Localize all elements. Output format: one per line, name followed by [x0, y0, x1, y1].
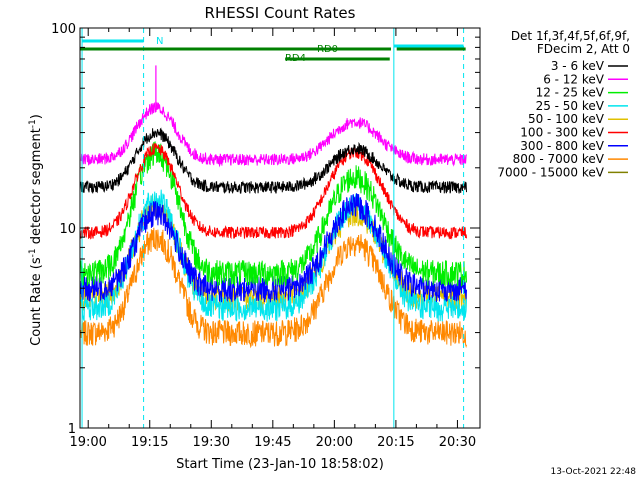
flag-label-3: RD4 [285, 53, 306, 64]
series-line-2 [80, 141, 467, 287]
x-tick-label-4: 20:00 [316, 435, 353, 450]
x-tick-label-5: 20:15 [377, 435, 414, 450]
legend-label-4: 50 - 100 keV [528, 112, 605, 126]
legend-label-7: 800 - 7000 keV [513, 152, 605, 166]
generation-timestamp: 13-Oct-2021 22:48 [551, 467, 637, 477]
axis-ticks: 19:00 19:15 19:30 19:45 20:00 20:15 20:30 1 10 10… [51, 22, 480, 450]
legend-label-1: 6 - 12 keV [543, 72, 605, 86]
x-axis-label: Start Time (23-Jan-10 18:58:02) [176, 457, 384, 472]
legend-header-2: FDecim 2, Att 0 [537, 42, 630, 56]
legend-label-0: 3 - 6 keV [551, 59, 605, 73]
series-line-7 [80, 227, 467, 349]
series-line-5 [80, 143, 467, 240]
x-tick-label-6: 20:30 [439, 435, 476, 450]
flag-label-2: RD0 [317, 44, 338, 55]
y-tick-label-2: 100 [51, 22, 76, 37]
series-line-3 [80, 189, 467, 322]
chart-title: RHESSI Count Rates [205, 4, 356, 22]
flag-label-0: N [156, 36, 163, 47]
legend-label-3: 25 - 50 keV [536, 99, 605, 113]
legend-label-2: 12 - 25 keV [536, 86, 605, 100]
series-line-0 [80, 127, 467, 194]
x-tick-label-3: 19:45 [254, 435, 291, 450]
y-tick-label-1: 10 [59, 222, 76, 237]
y-axis-label: Count Rate (s-1 detector segment-1) [28, 114, 44, 346]
series-line-6 [80, 193, 467, 303]
legend-label-6: 300 - 800 keV [520, 139, 604, 153]
x-tick-label-1: 19:15 [131, 435, 168, 450]
y-tick-label-0: 1 [68, 422, 76, 437]
legend-header-1: Det 1f,3f,4f,5f,6f,9f, [511, 29, 630, 43]
legend-label-5: 100 - 300 keV [520, 126, 604, 140]
legend-label-8: 7000 - 15000 keV [497, 165, 604, 179]
series-line-1 [80, 101, 467, 168]
x-tick-label-0: 19:00 [69, 435, 106, 450]
x-tick-label-2: 19:30 [193, 435, 230, 450]
